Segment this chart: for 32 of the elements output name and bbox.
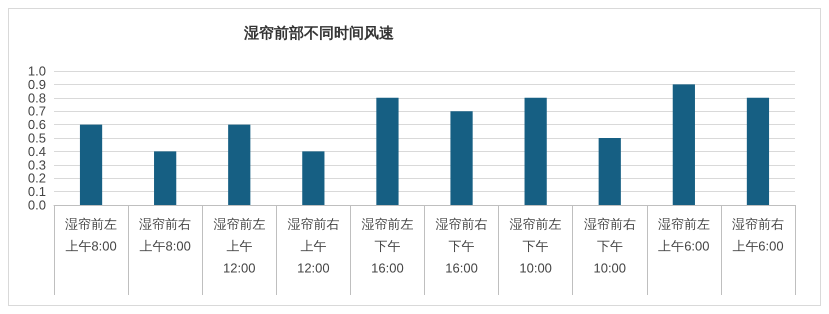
- y-tick-label: 0.5: [28, 130, 46, 146]
- y-tick-label: 0.3: [28, 157, 46, 172]
- bar: [302, 151, 324, 205]
- x-tick-label: 湿帘前右上午8:00: [139, 216, 192, 254]
- bar: [672, 84, 695, 205]
- y-tick-label: 0.2: [28, 170, 46, 186]
- x-tick-label: 湿帘前左下午16:00: [361, 216, 414, 276]
- bar: [228, 124, 250, 205]
- y-tick-label: 1.0: [28, 64, 46, 78]
- bar: [450, 111, 473, 205]
- y-tick-label: 0.1: [28, 184, 46, 200]
- y-tick-label: 0.4: [28, 144, 46, 159]
- x-tick-label: 湿帘前左上午8:00: [65, 216, 118, 254]
- x-tick-label: 湿帘前右上午12:00: [287, 216, 340, 276]
- x-tick-label: 湿帘前右下午10:00: [584, 216, 636, 276]
- x-tick-label: 湿帘前左下午10:00: [510, 216, 562, 276]
- y-tick-label: 0.7: [28, 104, 46, 119]
- y-tick-label: 0.0: [28, 198, 46, 212]
- bar: [80, 124, 102, 205]
- bar: [376, 98, 399, 205]
- x-tick-label: 湿帘前右上午6:00: [732, 216, 784, 254]
- chart-title: 湿帘前部不同时间风速: [243, 24, 395, 42]
- x-tick-label: 湿帘前右下午16:00: [436, 216, 488, 276]
- x-tick-label: 湿帘前左上午12:00: [213, 216, 266, 276]
- y-tick-label: 0.8: [28, 90, 46, 106]
- y-tick-label: 0.9: [28, 76, 46, 92]
- y-tick-label: 0.6: [28, 117, 46, 132]
- bar: [598, 138, 621, 205]
- bar: [154, 151, 176, 205]
- bar: [746, 98, 770, 205]
- x-tick-label: 湿帘前左上午6:00: [658, 216, 710, 254]
- bar: [524, 98, 547, 205]
